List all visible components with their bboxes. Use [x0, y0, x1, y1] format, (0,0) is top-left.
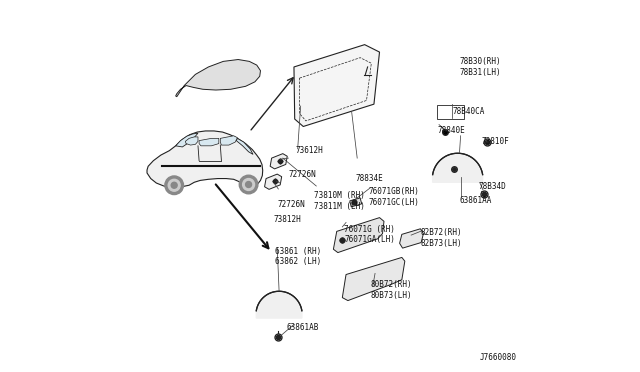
- Polygon shape: [175, 60, 260, 97]
- Text: 80B72(RH)
80B73(LH): 80B72(RH) 80B73(LH): [370, 280, 412, 300]
- Polygon shape: [220, 136, 237, 145]
- Polygon shape: [175, 133, 198, 147]
- Polygon shape: [433, 153, 483, 182]
- Text: 72726N: 72726N: [277, 200, 305, 209]
- Polygon shape: [349, 198, 362, 207]
- Polygon shape: [264, 174, 282, 189]
- Text: 78B34D: 78B34D: [478, 182, 506, 190]
- Polygon shape: [147, 131, 262, 187]
- Text: 78840E: 78840E: [437, 126, 465, 135]
- Polygon shape: [186, 137, 198, 145]
- Text: 78B30(RH)
78B31(LH): 78B30(RH) 78B31(LH): [460, 57, 501, 77]
- Text: 82B72(RH)
82B73(LH): 82B72(RH) 82B73(LH): [420, 228, 462, 248]
- Polygon shape: [199, 138, 219, 146]
- Text: 63861AA: 63861AA: [460, 196, 492, 205]
- Text: J7660080: J7660080: [480, 353, 517, 362]
- Text: 73810M (RH)
73811M (LH): 73810M (RH) 73811M (LH): [314, 191, 365, 211]
- Circle shape: [243, 179, 255, 190]
- Text: 63861AB: 63861AB: [287, 323, 319, 332]
- Text: 72726N: 72726N: [289, 170, 316, 179]
- Polygon shape: [236, 138, 253, 154]
- Polygon shape: [342, 257, 405, 301]
- Polygon shape: [256, 291, 302, 318]
- Text: 78834E: 78834E: [355, 174, 383, 183]
- Circle shape: [246, 182, 252, 187]
- Text: 63861 (RH)
63862 (LH): 63861 (RH) 63862 (LH): [275, 247, 322, 266]
- Text: 73612H: 73612H: [296, 146, 324, 155]
- Text: 73812H: 73812H: [273, 215, 301, 224]
- Text: 76071GB(RH)
76071GC(LH): 76071GB(RH) 76071GC(LH): [369, 187, 419, 207]
- Text: 76071G (RH)
76071GA(LH): 76071G (RH) 76071GA(LH): [344, 225, 395, 244]
- Text: 73810F: 73810F: [482, 137, 509, 146]
- Circle shape: [172, 182, 177, 188]
- Polygon shape: [294, 45, 380, 126]
- Circle shape: [168, 179, 180, 191]
- Polygon shape: [399, 229, 424, 248]
- Circle shape: [239, 175, 258, 194]
- Text: 78B40CA: 78B40CA: [452, 107, 484, 116]
- Polygon shape: [333, 218, 384, 253]
- Circle shape: [165, 176, 184, 195]
- Polygon shape: [270, 154, 287, 169]
- FancyBboxPatch shape: [437, 105, 464, 119]
